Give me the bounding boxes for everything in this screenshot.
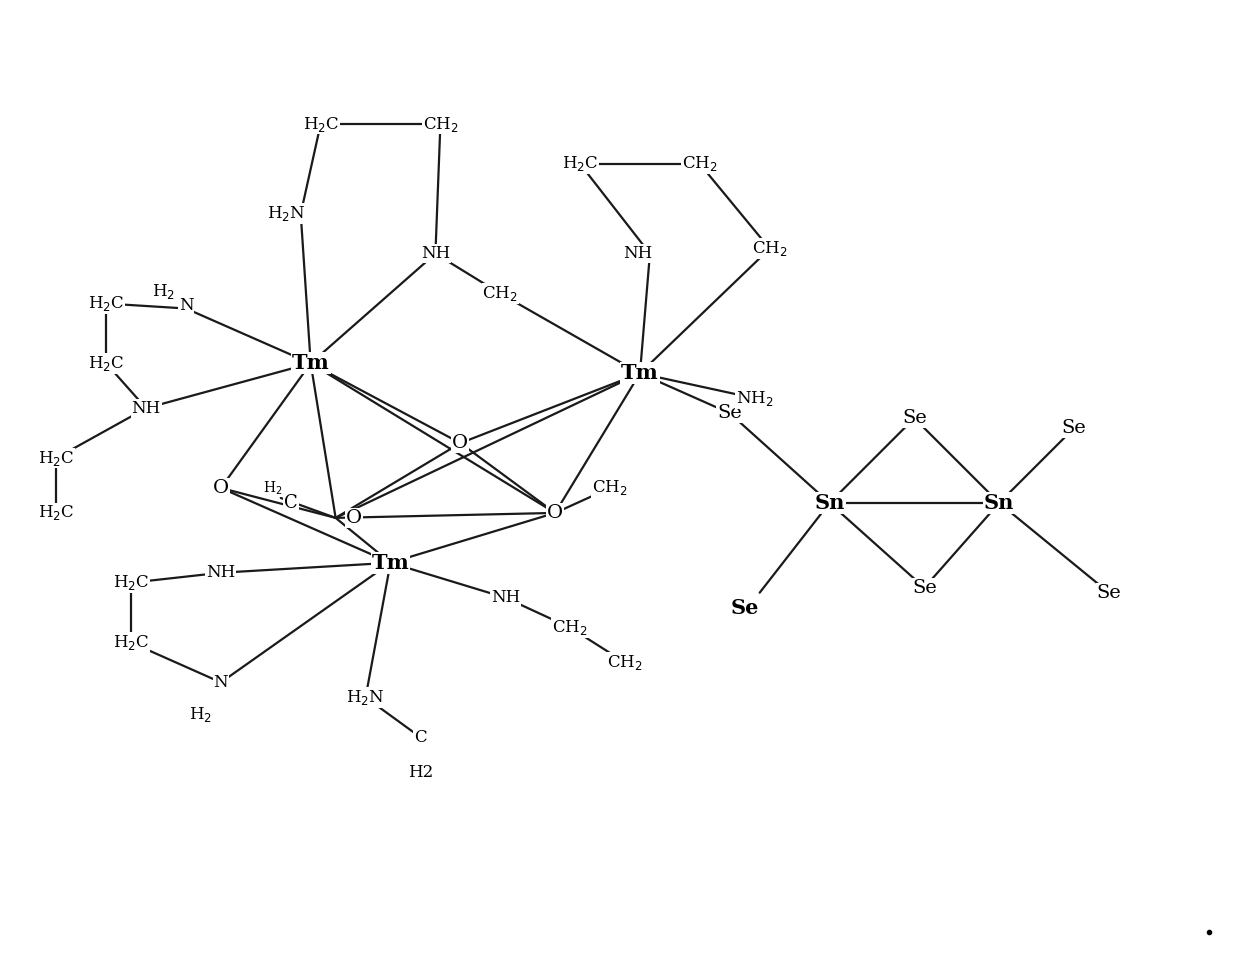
Text: O: O bbox=[547, 504, 563, 522]
Text: Se: Se bbox=[718, 404, 742, 422]
Text: NH: NH bbox=[420, 246, 450, 262]
Text: H$_2$: H$_2$ bbox=[190, 705, 212, 724]
Text: CH$_2$: CH$_2$ bbox=[751, 239, 787, 258]
Text: Se: Se bbox=[1061, 419, 1086, 437]
Text: NH: NH bbox=[624, 246, 652, 262]
Text: H$_2$N: H$_2$N bbox=[346, 688, 384, 707]
Text: CH$_2$: CH$_2$ bbox=[682, 154, 718, 173]
Text: Se: Se bbox=[901, 409, 926, 428]
Text: N: N bbox=[179, 297, 193, 314]
Text: H$_2$C: H$_2$C bbox=[113, 633, 149, 652]
Text: C: C bbox=[414, 729, 427, 745]
Text: Sn: Sn bbox=[985, 493, 1014, 513]
Text: H$_2$: H$_2$ bbox=[263, 480, 283, 497]
Text: H$_2$C: H$_2$C bbox=[562, 154, 598, 173]
Text: H2: H2 bbox=[408, 764, 433, 781]
Text: H$_2$C: H$_2$C bbox=[88, 294, 124, 313]
Text: Se: Se bbox=[1096, 584, 1121, 602]
Text: CH$_2$: CH$_2$ bbox=[608, 653, 642, 672]
Text: CH$_2$: CH$_2$ bbox=[423, 115, 459, 134]
Text: NH: NH bbox=[206, 564, 236, 582]
Text: Tm: Tm bbox=[372, 553, 409, 573]
Text: H$_2$C: H$_2$C bbox=[38, 449, 74, 468]
Text: NH: NH bbox=[131, 400, 161, 417]
Text: O: O bbox=[346, 508, 362, 527]
Text: H$_2$C: H$_2$C bbox=[38, 504, 74, 522]
Text: CH$_2$: CH$_2$ bbox=[482, 284, 518, 303]
Text: Tm: Tm bbox=[621, 363, 658, 383]
Text: CH$_2$: CH$_2$ bbox=[552, 618, 588, 638]
Text: O: O bbox=[213, 479, 229, 497]
Text: Se: Se bbox=[730, 598, 759, 617]
Text: Sn: Sn bbox=[815, 493, 844, 513]
Text: NH$_2$: NH$_2$ bbox=[737, 389, 774, 407]
Text: O: O bbox=[453, 434, 469, 452]
Text: H$_2$C: H$_2$C bbox=[303, 115, 339, 134]
Text: N: N bbox=[213, 674, 228, 690]
Text: CH$_2$: CH$_2$ bbox=[593, 479, 627, 498]
Text: H$_2$: H$_2$ bbox=[151, 282, 175, 301]
Text: Se: Se bbox=[911, 579, 936, 597]
Text: NH: NH bbox=[491, 589, 520, 606]
Text: H$_2$C: H$_2$C bbox=[113, 573, 149, 592]
Text: Tm: Tm bbox=[291, 353, 330, 374]
Text: H$_2$N: H$_2$N bbox=[267, 204, 305, 223]
Text: H$_2$C: H$_2$C bbox=[88, 353, 124, 373]
Text: C: C bbox=[284, 494, 298, 512]
